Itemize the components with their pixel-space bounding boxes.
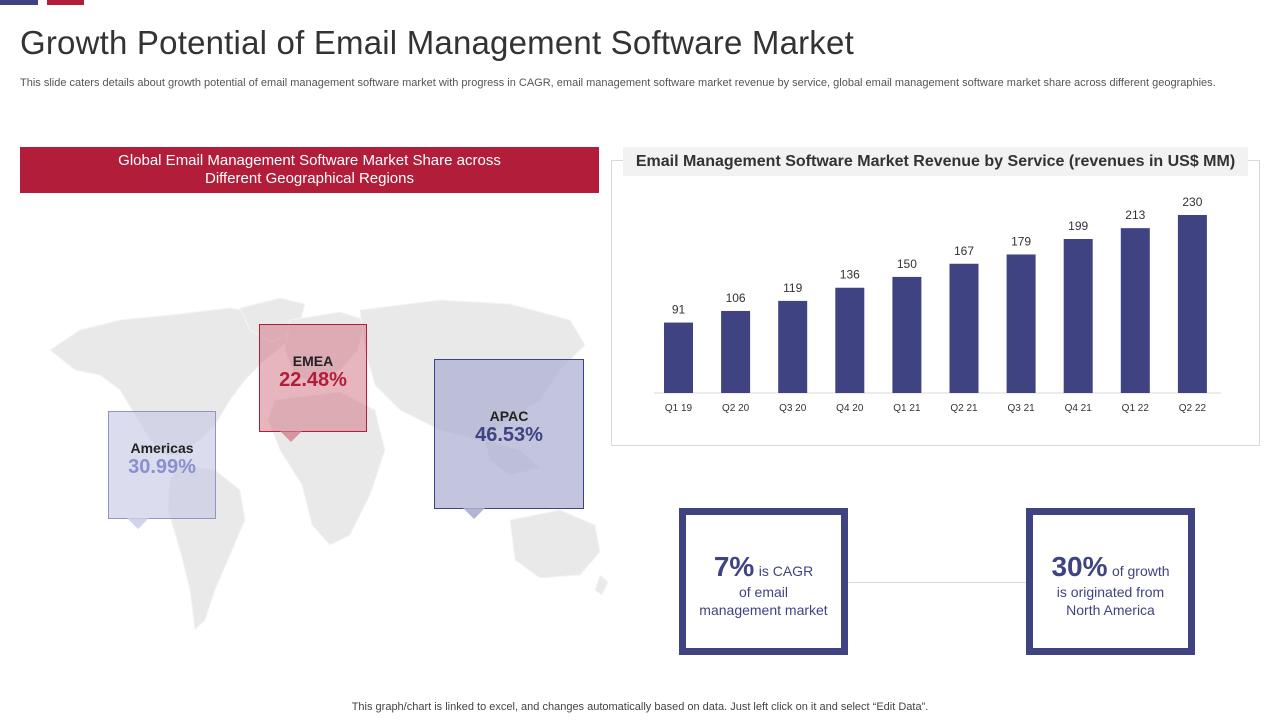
stat-box-cagr: 7% is CAGR of email management market (679, 508, 848, 655)
bar-value-label: 230 (1182, 195, 1202, 209)
x-tick-label: Q4 21 (1065, 403, 1093, 414)
map-new-zealand (594, 574, 609, 596)
x-tick-label: Q3 20 (779, 403, 807, 414)
x-tick-label: Q2 21 (950, 403, 978, 414)
stat-value: 7% (713, 551, 755, 582)
region-callout-americas: Americas 30.99% (108, 411, 216, 529)
stat-label-line3: North America (1066, 602, 1155, 618)
region-callout-apac: APAC 46.53% (434, 359, 584, 519)
bar-q2-21[interactable] (949, 263, 979, 393)
callout-pointer (280, 431, 302, 442)
stat-label-line1: of growth (1111, 563, 1170, 579)
callout-pointer (127, 518, 149, 529)
bar-value-label: 199 (1068, 219, 1088, 233)
bar-value-label: 91 (672, 303, 686, 317)
region-name: APAC (489, 408, 529, 424)
chart-title: Email Management Software Market Revenue… (623, 147, 1248, 176)
map-north-america (49, 307, 296, 456)
x-tick-label: Q3 21 (1007, 403, 1035, 414)
x-tick-label: Q1 19 (665, 403, 693, 414)
page-title: Growth Potential of Email Management Sof… (20, 24, 854, 61)
revenue-bar-chart[interactable]: 91 Q1 19 106 Q2 20 119 Q3 20 136 Q4 20 150 Q1 21 1… (611, 176, 1260, 436)
bar-value-label: 150 (897, 257, 917, 271)
bar-value-label: 167 (954, 244, 974, 258)
bar-q2-20[interactable] (721, 310, 751, 393)
region-name: Americas (130, 440, 194, 456)
bar-value-label: 136 (840, 268, 860, 282)
corner-accent-blue (0, 0, 38, 5)
x-tick-label: Q1 22 (1122, 403, 1150, 414)
stat-value: 30% (1051, 551, 1108, 582)
bar-q3-20[interactable] (778, 300, 808, 393)
footnote: This graph/chart is linked to excel, and… (351, 701, 929, 713)
bar-q3-21[interactable] (1006, 254, 1036, 393)
bar-q4-21[interactable] (1063, 238, 1093, 393)
stats-connector-line (848, 582, 1026, 583)
page-subtitle: This slide caters details about growth p… (20, 77, 1216, 89)
x-tick-label: Q2 20 (722, 403, 750, 414)
stat-label-line3: management market (699, 602, 828, 618)
corner-accent-red (47, 0, 84, 5)
bar-q1-19[interactable] (664, 322, 693, 393)
map-australia (509, 509, 601, 579)
stat-label-line2: is originated from (1056, 584, 1165, 600)
x-tick-label: Q1 21 (893, 403, 921, 414)
stat-label-line2: of email (738, 584, 789, 600)
region-name: EMEA (292, 353, 334, 369)
bar-q1-21[interactable] (892, 276, 922, 393)
bar-q1-22[interactable] (1120, 228, 1150, 393)
stat-label-line1: is CAGR (758, 563, 814, 579)
region-share: 46.53% (475, 424, 543, 446)
callout-pointer (463, 508, 485, 519)
bar-value-label: 213 (1125, 208, 1145, 222)
map-section-title-text: Global Email Management Software Market … (118, 152, 501, 187)
region-callout-emea: EMEA 22.48% (259, 324, 367, 442)
bar-q4-20[interactable] (835, 287, 865, 393)
x-tick-label: Q4 20 (836, 403, 864, 414)
region-share: 22.48% (279, 369, 347, 391)
bar-value-label: 106 (726, 291, 746, 305)
bar-q2-22[interactable] (1177, 215, 1207, 393)
bar-value-label: 119 (783, 281, 802, 295)
map-section-title: Global Email Management Software Market … (20, 147, 599, 193)
region-share: 30.99% (128, 456, 196, 478)
stat-box-growth: 30% of growth is originated from North A… (1026, 508, 1195, 655)
bar-value-label: 179 (1011, 234, 1031, 248)
x-tick-label: Q2 22 (1179, 403, 1207, 414)
